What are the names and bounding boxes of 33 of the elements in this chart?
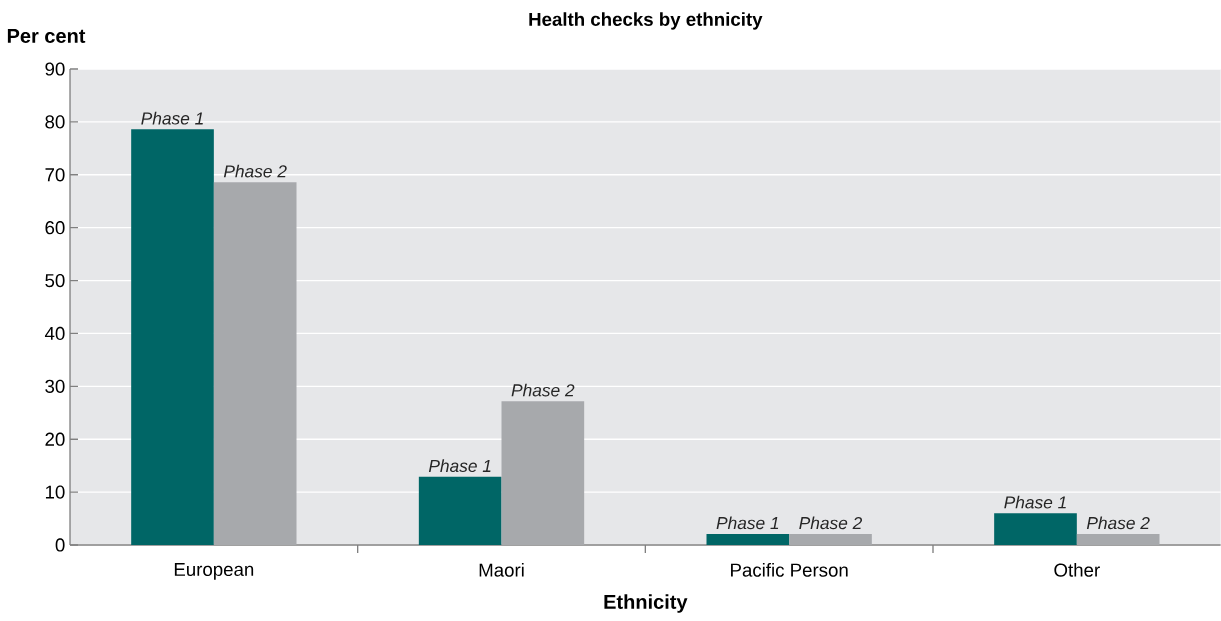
x-tick-label: Other (1054, 563, 1100, 577)
text: Phase 1 (1004, 495, 1066, 509)
text: Phase 2 (799, 516, 863, 530)
y-axis-title: Per cent (7, 29, 86, 43)
y-tick-label: 90 (45, 62, 65, 76)
x-axis-title: Ethnicity (604, 594, 688, 613)
x-tick-label: Pacific Person (731, 563, 848, 577)
chart-title: Health checks by ethnicity (529, 12, 763, 30)
y-tick-label: 70 (45, 168, 65, 182)
bar (501, 401, 585, 545)
bar (131, 129, 214, 545)
x-tick-label: European (174, 563, 254, 580)
y-tick-label: 60 (45, 221, 65, 235)
y-tick-label: 30 (45, 379, 65, 393)
text: Phase 2 (1086, 516, 1150, 530)
y-tick-label: 50 (45, 273, 65, 288)
text: Phase 1 (141, 111, 203, 125)
bar (789, 533, 872, 545)
bar (1076, 533, 1160, 545)
bar (213, 182, 297, 545)
y-tick-label: 10 (45, 485, 65, 499)
text: Phase 1 (716, 516, 779, 530)
x-tick-label: Maori (479, 563, 524, 577)
bar (994, 513, 1077, 545)
bar (706, 533, 790, 545)
y-tick-label: 80 (45, 115, 65, 129)
series-label: Phase 1 (428, 459, 491, 473)
y-tick-label: 40 (44, 326, 65, 341)
text: Phase 2 (223, 164, 287, 178)
series-label: Phase 2 (511, 383, 575, 397)
bar (418, 476, 502, 545)
y-tick-label: 0 (55, 538, 65, 552)
y-tick-label: 20 (45, 432, 65, 446)
